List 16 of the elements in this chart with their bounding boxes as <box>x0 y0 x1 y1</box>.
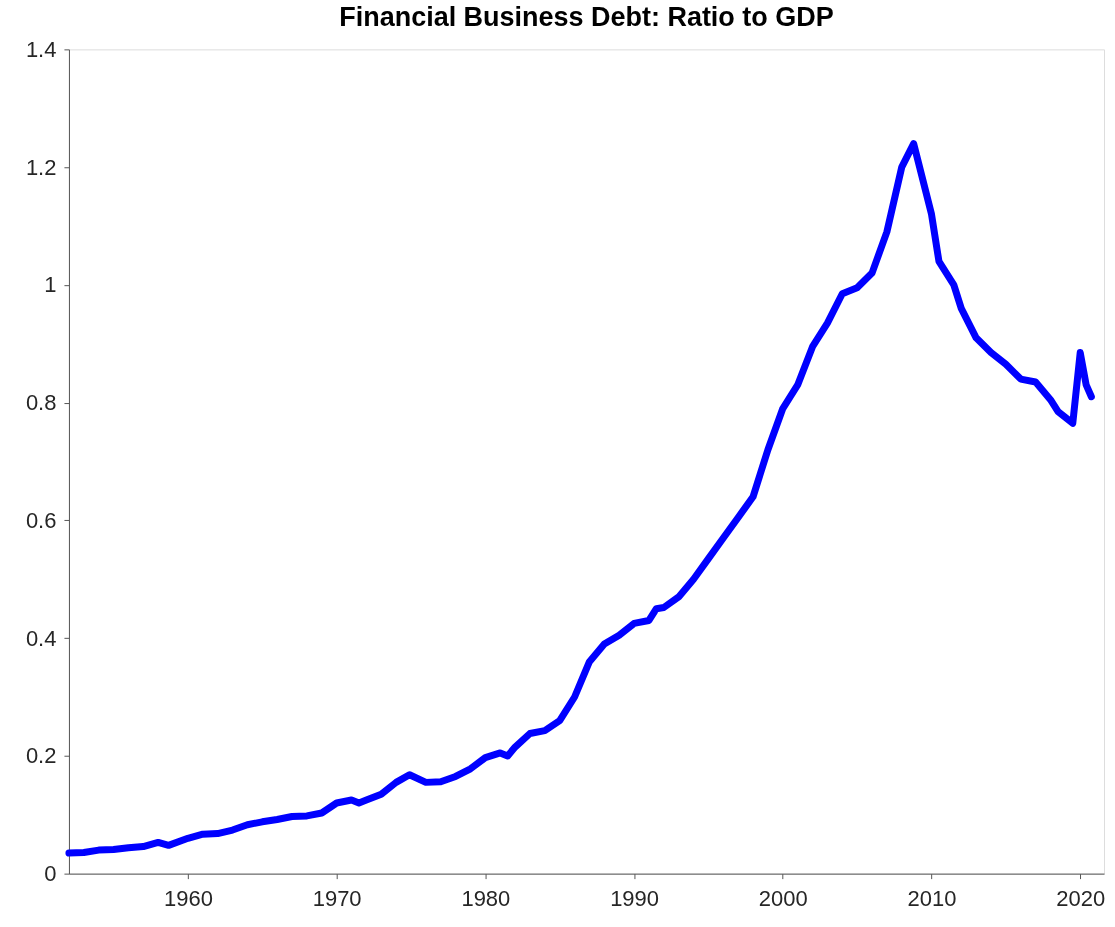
y-tick-label: 0.2 <box>25 743 57 769</box>
x-tick-label: 1960 <box>163 886 213 912</box>
x-tick-label: 1970 <box>312 886 362 912</box>
y-tick-label: 0.4 <box>25 625 57 651</box>
x-tick-label: 2000 <box>758 886 808 912</box>
x-tick-label: 1980 <box>461 886 511 912</box>
y-tick-label: 1.4 <box>25 36 57 62</box>
y-tick-label: 0.8 <box>25 390 57 416</box>
x-tick-label: 2010 <box>907 886 957 912</box>
y-tick-label: 0 <box>44 861 57 887</box>
x-tick-label: 1990 <box>610 886 659 912</box>
chart-title: Financial Business Debt: Ratio to GDP <box>339 2 834 33</box>
y-tick-label: 1.2 <box>25 154 57 180</box>
x-tick-label: 2020 <box>1056 886 1106 912</box>
y-tick-label: 1 <box>44 272 57 298</box>
y-tick-label: 0.6 <box>25 507 57 533</box>
